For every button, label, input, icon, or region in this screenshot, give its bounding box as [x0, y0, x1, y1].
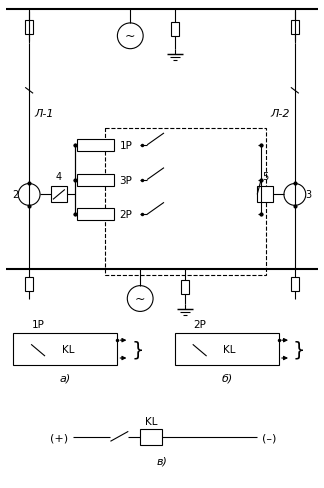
Text: 4: 4: [56, 171, 62, 181]
Text: 2Р: 2Р: [193, 320, 206, 329]
Text: Л-1: Л-1: [34, 109, 53, 119]
Text: ~: ~: [125, 30, 135, 43]
Text: KL: KL: [62, 345, 74, 354]
Text: Л-2: Л-2: [271, 109, 290, 119]
Text: }: }: [293, 340, 305, 359]
Bar: [77, 209, 114, 221]
Text: ~: ~: [135, 292, 145, 305]
Bar: [257, 187, 273, 203]
Text: а): а): [60, 373, 71, 383]
Bar: [77, 140, 114, 151]
Bar: [25, 21, 33, 35]
Bar: [181, 280, 189, 294]
Bar: [175, 333, 279, 365]
Bar: [291, 277, 299, 291]
Bar: [140, 429, 162, 446]
Text: б): б): [221, 373, 233, 383]
Text: в): в): [156, 455, 168, 465]
Bar: [171, 23, 179, 37]
Bar: [77, 174, 114, 186]
Text: KL: KL: [145, 417, 157, 427]
Bar: [291, 21, 299, 35]
Text: 1Р: 1Р: [32, 320, 44, 329]
Bar: [13, 333, 117, 365]
Text: KL: KL: [223, 345, 236, 354]
Text: 5: 5: [262, 171, 268, 181]
Bar: [25, 277, 33, 291]
Text: }: }: [131, 340, 144, 359]
Bar: [106, 129, 266, 275]
Text: 3: 3: [306, 190, 312, 200]
Text: (+): (+): [50, 432, 68, 443]
Text: 2Р: 2Р: [119, 210, 132, 220]
Bar: [51, 187, 67, 203]
Text: 2: 2: [12, 190, 18, 200]
Text: 1Р: 1Р: [119, 141, 132, 150]
Text: (–): (–): [262, 432, 276, 443]
Text: 3Р: 3Р: [119, 175, 132, 185]
